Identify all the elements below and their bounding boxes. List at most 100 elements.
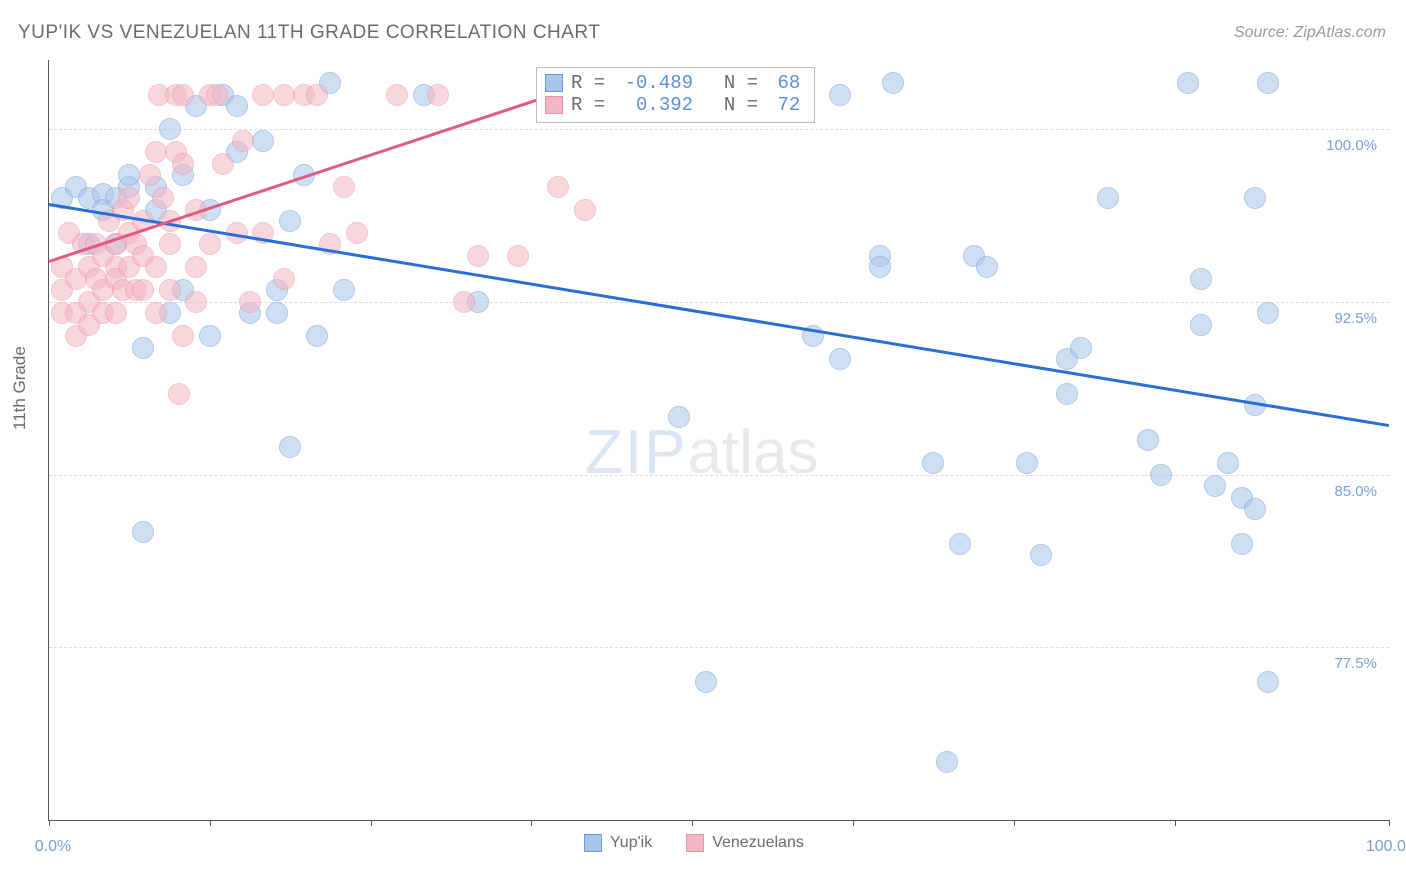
data-point (159, 118, 181, 140)
data-point (1190, 268, 1212, 290)
data-point (1097, 187, 1119, 209)
data-point (1204, 475, 1226, 497)
watermark-zip: ZIP (585, 418, 687, 487)
data-point (869, 256, 891, 278)
legend-r-value-venezuelans: 0.392 (625, 94, 693, 116)
watermark-atlas: atlas (687, 418, 818, 487)
x-tick (1389, 820, 1390, 826)
data-point (427, 84, 449, 106)
data-point (232, 130, 254, 152)
data-point (1217, 452, 1239, 474)
x-tick (1175, 820, 1176, 826)
gridline (49, 129, 1389, 130)
y-tick-label: 85.0% (1317, 483, 1377, 500)
data-point (206, 84, 228, 106)
legend-n-label: N = (701, 72, 769, 94)
data-point (185, 291, 207, 313)
data-point (1257, 72, 1279, 94)
data-point (145, 256, 167, 278)
data-point (273, 84, 295, 106)
data-point (212, 153, 234, 175)
x-tick (531, 820, 532, 826)
data-point (226, 95, 248, 117)
gridline (49, 647, 1389, 648)
x-tick (49, 820, 50, 826)
data-point (507, 245, 529, 267)
data-point (695, 671, 717, 693)
legend-r-label: R = (571, 72, 617, 94)
data-point (1070, 337, 1092, 359)
x-tick (210, 820, 211, 826)
data-point (1150, 464, 1172, 486)
gridline (49, 475, 1389, 476)
legend-label-venezuelans: Venezuelans (712, 834, 804, 852)
data-point (132, 279, 154, 301)
data-point (118, 164, 140, 186)
data-point (279, 436, 301, 458)
x-tick-label: 100.0% (1363, 838, 1406, 856)
data-point (1257, 302, 1279, 324)
swatch-venezuelans-bottom (686, 834, 704, 852)
swatch-yupik (545, 74, 563, 92)
data-point (1056, 383, 1078, 405)
data-point (172, 325, 194, 347)
x-tick (692, 820, 693, 826)
x-tick (1014, 820, 1015, 826)
legend-r-label: R = (571, 94, 617, 116)
data-point (152, 187, 174, 209)
series-legend: Yup'ik Venezuelans (584, 834, 804, 852)
data-point (306, 84, 328, 106)
swatch-yupik-bottom (584, 834, 602, 852)
data-point (547, 176, 569, 198)
legend-n-value-venezuelans: 72 (777, 94, 800, 116)
data-point (172, 84, 194, 106)
data-point (829, 84, 851, 106)
x-tick (853, 820, 854, 826)
data-point (1030, 544, 1052, 566)
data-point (145, 141, 167, 163)
data-point (132, 337, 154, 359)
data-point (333, 176, 355, 198)
legend-row-venezuelans: R = 0.392 N = 72 (545, 94, 800, 116)
y-tick-label: 100.0% (1317, 137, 1377, 154)
data-point (105, 302, 127, 324)
legend-r-value-yupik: -0.489 (625, 72, 693, 94)
chart-title: YUP'IK VS VENEZUELAN 11TH GRADE CORRELAT… (18, 22, 600, 44)
x-tick-label: 0.0% (23, 838, 83, 856)
data-point (922, 452, 944, 474)
data-point (949, 533, 971, 555)
data-point (273, 268, 295, 290)
data-point (266, 302, 288, 324)
data-point (936, 751, 958, 773)
legend-n-value-yupik: 68 (777, 72, 800, 94)
legend-row-yupik: R = -0.489 N = 68 (545, 72, 800, 94)
legend-n-label: N = (701, 94, 769, 116)
data-point (1244, 498, 1266, 520)
y-tick-label: 77.5% (1317, 655, 1377, 672)
swatch-venezuelans (545, 96, 563, 114)
data-point (1257, 671, 1279, 693)
source-attribution: Source: ZipAtlas.com (1234, 24, 1386, 42)
data-point (829, 348, 851, 370)
data-point (239, 291, 261, 313)
data-point (159, 233, 181, 255)
data-point (1177, 72, 1199, 94)
data-point (1244, 187, 1266, 209)
data-point (1016, 452, 1038, 474)
correlation-legend: R = -0.489 N = 68 R = 0.392 N = 72 (536, 67, 815, 123)
data-point (145, 302, 167, 324)
data-point (172, 153, 194, 175)
data-point (1190, 314, 1212, 336)
x-tick (371, 820, 372, 826)
data-point (306, 325, 328, 347)
data-point (668, 406, 690, 428)
data-point (159, 279, 181, 301)
data-point (252, 130, 274, 152)
data-point (168, 383, 190, 405)
data-point (882, 72, 904, 94)
data-point (199, 233, 221, 255)
data-point (574, 199, 596, 221)
data-point (1231, 533, 1253, 555)
data-point (453, 291, 475, 313)
data-point (252, 84, 274, 106)
